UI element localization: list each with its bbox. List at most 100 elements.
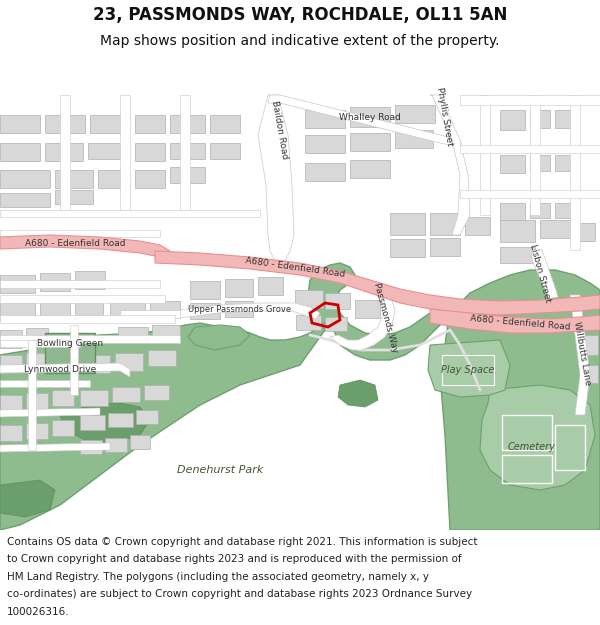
Text: to Crown copyright and database rights 2023 and is reproduced with the permissio: to Crown copyright and database rights 2… bbox=[7, 554, 462, 564]
Bar bbox=[80, 390, 108, 406]
Polygon shape bbox=[0, 480, 55, 517]
Bar bbox=[80, 440, 102, 454]
Bar bbox=[210, 115, 240, 133]
Polygon shape bbox=[180, 303, 320, 319]
Polygon shape bbox=[0, 235, 170, 263]
Polygon shape bbox=[0, 230, 160, 237]
Text: Map shows position and indicative extent of the property.: Map shows position and indicative extent… bbox=[100, 34, 500, 48]
Polygon shape bbox=[460, 145, 600, 153]
Polygon shape bbox=[60, 403, 150, 443]
Bar bbox=[40, 273, 70, 291]
Polygon shape bbox=[0, 340, 80, 347]
Bar bbox=[395, 105, 435, 123]
Bar bbox=[52, 390, 74, 406]
Bar bbox=[75, 299, 103, 315]
Bar bbox=[502, 455, 552, 483]
Bar bbox=[0, 355, 22, 373]
Bar bbox=[45, 143, 83, 161]
Bar bbox=[45, 115, 85, 133]
Bar bbox=[390, 213, 425, 235]
Bar bbox=[108, 413, 133, 427]
Text: co-ordinates) are subject to Crown copyright and database rights 2023 Ordnance S: co-ordinates) are subject to Crown copyr… bbox=[7, 589, 472, 599]
Bar bbox=[555, 425, 585, 470]
Bar bbox=[325, 317, 347, 331]
Bar bbox=[0, 303, 35, 321]
Bar bbox=[350, 133, 390, 151]
Polygon shape bbox=[0, 335, 180, 343]
Text: Contains OS data © Crown copyright and database right 2021. This information is : Contains OS data © Crown copyright and d… bbox=[7, 537, 478, 547]
Bar bbox=[258, 277, 283, 295]
Bar bbox=[80, 415, 105, 430]
Bar bbox=[135, 115, 165, 133]
Bar bbox=[0, 275, 35, 293]
Bar bbox=[355, 300, 380, 318]
Bar bbox=[40, 301, 70, 317]
Bar bbox=[530, 203, 550, 218]
Bar bbox=[225, 279, 253, 297]
Bar bbox=[110, 303, 145, 319]
Bar bbox=[80, 355, 110, 373]
Bar bbox=[190, 303, 220, 319]
Bar bbox=[555, 203, 575, 218]
Bar bbox=[225, 301, 253, 317]
Bar bbox=[190, 281, 220, 299]
Polygon shape bbox=[28, 340, 36, 450]
Bar bbox=[0, 330, 22, 348]
Bar bbox=[500, 247, 535, 263]
Bar bbox=[26, 393, 48, 409]
Bar bbox=[500, 110, 525, 130]
Text: Passmonds Way: Passmonds Way bbox=[373, 282, 400, 354]
Polygon shape bbox=[155, 251, 600, 315]
Bar bbox=[170, 167, 205, 183]
Bar bbox=[52, 420, 74, 436]
Polygon shape bbox=[0, 210, 260, 217]
Text: Bowling Green: Bowling Green bbox=[37, 339, 103, 348]
Polygon shape bbox=[0, 363, 130, 377]
Bar bbox=[150, 301, 180, 317]
Bar bbox=[390, 239, 425, 257]
Bar bbox=[52, 351, 74, 367]
Polygon shape bbox=[428, 340, 510, 397]
Text: A680 - Edenfield Road: A680 - Edenfield Road bbox=[470, 314, 571, 332]
Bar bbox=[555, 110, 575, 128]
Bar bbox=[130, 435, 150, 449]
Text: A680 - Edenfield Road: A680 - Edenfield Road bbox=[245, 256, 346, 279]
Bar bbox=[55, 190, 93, 204]
Bar bbox=[305, 110, 345, 128]
Polygon shape bbox=[0, 315, 175, 323]
Bar bbox=[170, 115, 205, 133]
Polygon shape bbox=[530, 95, 540, 215]
Bar bbox=[395, 130, 433, 148]
Text: 23, PASSMONDS WAY, ROCHDALE, OL11 5AN: 23, PASSMONDS WAY, ROCHDALE, OL11 5AN bbox=[93, 6, 507, 24]
Bar bbox=[112, 387, 140, 402]
Polygon shape bbox=[120, 310, 180, 318]
Text: Whalley Road: Whalley Road bbox=[339, 112, 401, 121]
Bar bbox=[500, 220, 535, 242]
Bar bbox=[136, 410, 158, 424]
Text: A680 - Edenfield Road: A680 - Edenfield Road bbox=[25, 239, 125, 248]
Text: 100026316.: 100026316. bbox=[7, 607, 70, 617]
Polygon shape bbox=[532, 250, 558, 299]
Polygon shape bbox=[70, 325, 78, 395]
Polygon shape bbox=[0, 443, 110, 452]
Text: Phyllis Street: Phyllis Street bbox=[436, 87, 455, 147]
Bar bbox=[90, 115, 125, 133]
Polygon shape bbox=[440, 270, 600, 530]
Text: Cemetery: Cemetery bbox=[508, 442, 556, 452]
Polygon shape bbox=[570, 295, 590, 415]
Bar bbox=[45, 333, 95, 373]
Bar bbox=[0, 170, 50, 188]
Bar bbox=[55, 170, 93, 188]
Text: Baildon Road: Baildon Road bbox=[271, 100, 290, 160]
Bar bbox=[555, 155, 575, 171]
Bar bbox=[75, 271, 105, 289]
Polygon shape bbox=[0, 263, 445, 530]
Polygon shape bbox=[0, 408, 100, 417]
Bar bbox=[430, 213, 460, 235]
Bar bbox=[118, 327, 148, 342]
Bar bbox=[0, 115, 40, 133]
Polygon shape bbox=[460, 190, 600, 198]
Polygon shape bbox=[430, 309, 600, 333]
Text: Willbutts Lane: Willbutts Lane bbox=[572, 321, 592, 386]
Bar bbox=[575, 223, 595, 241]
